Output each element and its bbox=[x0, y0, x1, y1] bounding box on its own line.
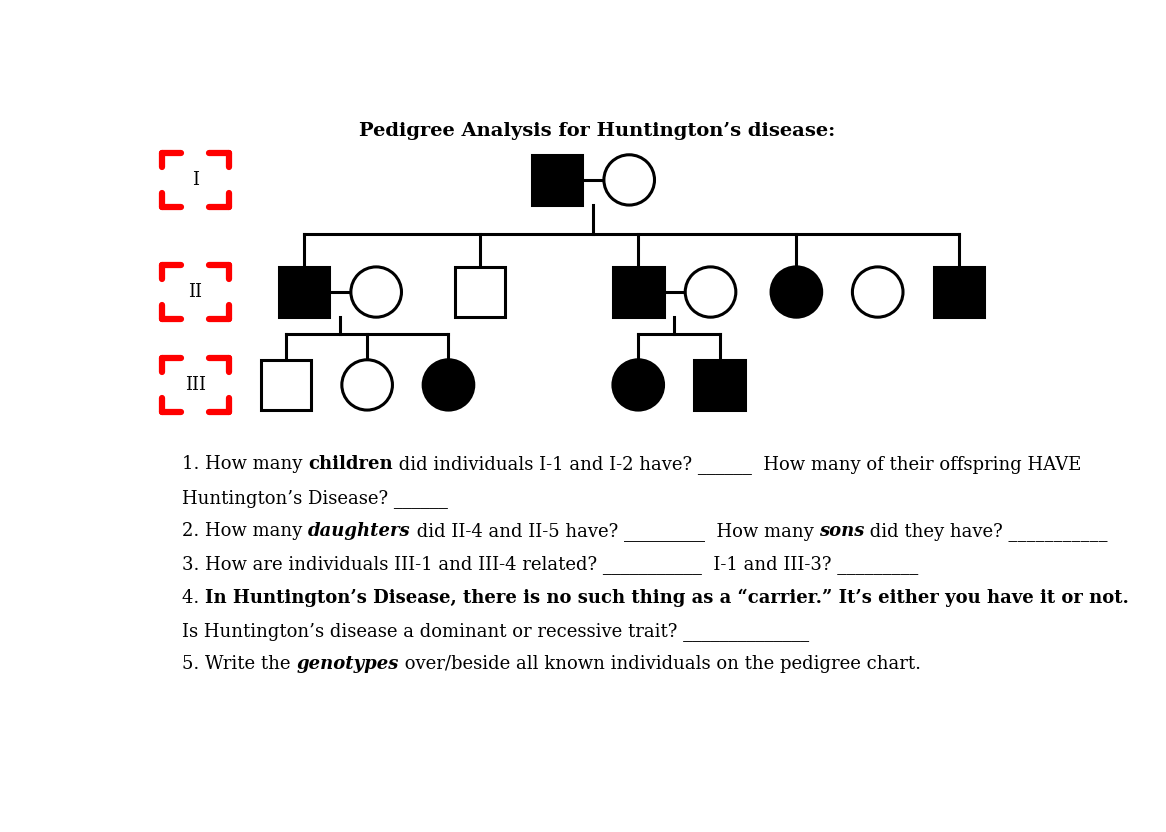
Ellipse shape bbox=[342, 359, 393, 410]
Text: did II-4 and II-5 have? _________  How many: did II-4 and II-5 have? _________ How ma… bbox=[410, 522, 819, 541]
Ellipse shape bbox=[351, 267, 401, 317]
Text: III: III bbox=[185, 376, 206, 394]
Text: children: children bbox=[308, 455, 393, 473]
Bar bbox=[694, 359, 745, 410]
Bar bbox=[279, 267, 329, 317]
Text: II: II bbox=[189, 283, 203, 301]
Text: Is Huntington’s disease a dominant or recessive trait? ______________: Is Huntington’s disease a dominant or re… bbox=[182, 622, 809, 641]
Bar bbox=[934, 267, 984, 317]
Text: Huntington’s Disease? ______: Huntington’s Disease? ______ bbox=[182, 488, 448, 508]
Text: 1. How many: 1. How many bbox=[182, 455, 308, 473]
Text: over/beside all known individuals on the pedigree chart.: over/beside all known individuals on the… bbox=[399, 656, 920, 673]
Text: genotypes: genotypes bbox=[296, 656, 399, 673]
Ellipse shape bbox=[423, 359, 473, 410]
Text: sons: sons bbox=[819, 522, 864, 540]
Bar bbox=[532, 155, 582, 205]
Text: 2. How many: 2. How many bbox=[182, 522, 308, 540]
Text: 3. How are individuals III-1 and III-4 related? ___________  I-1 and III-3? ____: 3. How are individuals III-1 and III-4 r… bbox=[182, 555, 918, 574]
Text: did they have? ___________: did they have? ___________ bbox=[864, 522, 1108, 541]
Ellipse shape bbox=[604, 155, 654, 205]
Ellipse shape bbox=[852, 267, 902, 317]
Text: I: I bbox=[192, 171, 199, 189]
Ellipse shape bbox=[613, 359, 663, 410]
Text: Pedigree Analysis for Huntington’s disease:: Pedigree Analysis for Huntington’s disea… bbox=[359, 122, 836, 141]
Text: 5. Write the: 5. Write the bbox=[182, 656, 296, 673]
Bar bbox=[260, 359, 311, 410]
Bar bbox=[613, 267, 663, 317]
Text: 4.: 4. bbox=[182, 589, 205, 607]
Text: did individuals I-1 and I-2 have? ______  How many of their offspring HAVE: did individuals I-1 and I-2 have? ______… bbox=[393, 455, 1081, 474]
Ellipse shape bbox=[771, 267, 822, 317]
Text: daughters: daughters bbox=[308, 522, 410, 540]
Text: In Huntington’s Disease, there is no such thing as a “carrier.” It’s either you : In Huntington’s Disease, there is no suc… bbox=[205, 589, 1129, 607]
Ellipse shape bbox=[686, 267, 736, 317]
Bar bbox=[455, 267, 505, 317]
